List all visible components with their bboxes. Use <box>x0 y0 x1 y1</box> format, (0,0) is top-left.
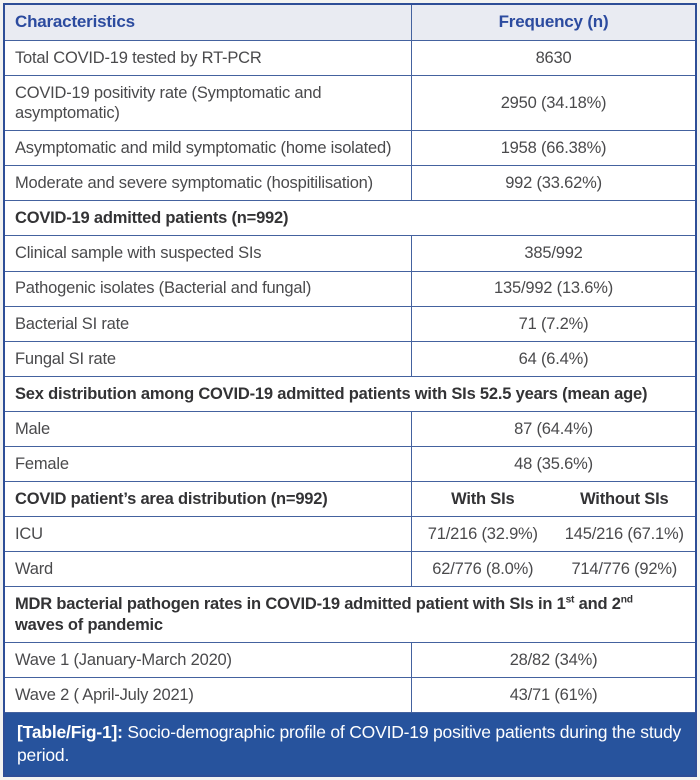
superscript-st: st <box>565 594 575 606</box>
table-caption: [Table/Fig-1]: Socio-demographic profile… <box>5 712 695 776</box>
row-label: Ward <box>5 552 413 587</box>
row-value: 135/992 (13.6%) <box>494 279 614 298</box>
row-value: 43/71 (61%) <box>509 685 598 704</box>
row-value: 28/82 (34%) <box>509 650 598 669</box>
table-row: Wave 2 ( April-July 2021) 43/71 (61%) <box>5 677 695 713</box>
section-row-mdr-rates: MDR bacterial pathogen rates in COVID-19… <box>5 587 695 643</box>
row-value: 2950 (34.18%) <box>500 93 607 112</box>
section-row-admitted-patients: COVID-19 admitted patients (n=992) <box>5 201 695 237</box>
row-value-with-sis: 62/776 (8.0%) <box>432 560 534 579</box>
row-value: 71 (7.2%) <box>518 314 589 333</box>
row-label: COVID-19 positivity rate (Symptomatic an… <box>5 75 413 131</box>
row-label: ICU <box>5 517 413 552</box>
table-row: Pathogenic isolates (Bacterial and funga… <box>5 271 695 307</box>
covid-profile-table: Characteristics Frequency (n) Total COVI… <box>3 3 697 777</box>
section-label: Sex distribution among COVID-19 admitted… <box>15 384 648 403</box>
table-row: Male 87 (64.4%) <box>5 411 695 448</box>
table-row: Asymptomatic and mild symptomatic (home … <box>5 131 695 167</box>
table-row: COVID-19 positivity rate (Symptomatic an… <box>5 75 695 132</box>
table-row: Clinical sample with suspected SIs 385/9… <box>5 236 695 272</box>
section-label: MDR bacterial pathogen rates in COVID-19… <box>5 587 695 641</box>
table-row: Fungal SI rate 64 (6.4%) <box>5 341 695 377</box>
row-value: 87 (64.4%) <box>514 419 593 438</box>
row-label: Pathogenic isolates (Bacterial and funga… <box>5 271 413 306</box>
row-label: Bacterial SI rate <box>5 306 413 341</box>
table-row: Wave 1 (January-March 2020) 28/82 (34%) <box>5 642 695 678</box>
table-row: Moderate and severe symptomatic (hospiti… <box>5 166 695 202</box>
row-label: COVID patient’s area distribution (n=992… <box>5 482 413 517</box>
column-header-frequency: Frequency (n) <box>498 11 609 31</box>
row-label: Clinical sample with suspected SIs <box>5 236 413 271</box>
row-label: Fungal SI rate <box>5 341 413 376</box>
row-label: Wave 1 (January-March 2020) <box>5 642 413 677</box>
subcolumn-header-without-sis: Without SIs <box>580 490 669 509</box>
superscript-nd: nd <box>620 594 633 606</box>
row-value: 64 (6.4%) <box>518 349 589 368</box>
row-value: 8630 <box>535 48 572 67</box>
table-caption-label: [Table/Fig-1]: <box>17 721 123 742</box>
row-label: Moderate and severe symptomatic (hospiti… <box>5 166 413 201</box>
row-value-without-sis: 145/216 (67.1%) <box>564 525 684 544</box>
area-distribution-header-row: COVID patient’s area distribution (n=992… <box>5 482 695 518</box>
row-value: 1958 (66.38%) <box>500 139 607 158</box>
row-label: Female <box>5 447 413 482</box>
row-value-without-sis: 714/776 (92%) <box>571 560 678 579</box>
row-value: 992 (33.62%) <box>505 174 602 193</box>
column-header-characteristics: Characteristics <box>5 5 413 40</box>
table-caption-text: Socio-demographic profile of COVID-19 po… <box>17 721 682 766</box>
row-label: Wave 2 ( April-July 2021) <box>5 677 413 712</box>
section-row-sex-distribution: Sex distribution among COVID-19 admitted… <box>5 377 695 412</box>
subcolumn-header-with-sis: With SIs <box>451 490 515 509</box>
row-label: Asymptomatic and mild symptomatic (home … <box>5 131 413 166</box>
row-label: Total COVID-19 tested by RT-PCR <box>5 40 413 75</box>
row-value-with-sis: 71/216 (32.9%) <box>427 525 538 544</box>
table-row: Ward 62/776 (8.0%) 714/776 (92%) <box>5 552 695 588</box>
table-row: ICU 71/216 (32.9%) 145/216 (67.1%) <box>5 517 695 553</box>
mdr-text: MDR bacterial pathogen rates in COVID-19… <box>15 594 633 634</box>
table-row: Bacterial SI rate 71 (7.2%) <box>5 306 695 342</box>
section-label: COVID-19 admitted patients (n=992) <box>15 209 289 228</box>
table-row: Total COVID-19 tested by RT-PCR 8630 <box>5 40 695 76</box>
row-value: 48 (35.6%) <box>514 455 593 474</box>
table-row: Female 48 (35.6%) <box>5 447 695 483</box>
row-label: Male <box>5 411 413 447</box>
table-header-row: Characteristics Frequency (n) <box>5 5 695 41</box>
row-value: 385/992 <box>524 244 583 263</box>
